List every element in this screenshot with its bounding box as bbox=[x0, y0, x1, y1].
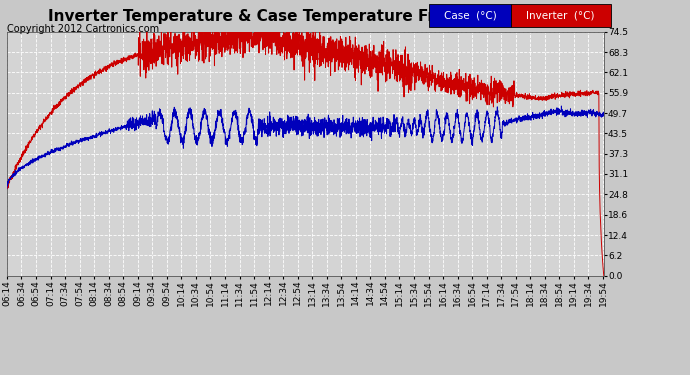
Text: Inverter  (°C): Inverter (°C) bbox=[526, 10, 595, 20]
Text: Case  (°C): Case (°C) bbox=[444, 10, 496, 20]
Text: Inverter Temperature & Case Temperature Fri Aug 10 20:02: Inverter Temperature & Case Temperature … bbox=[48, 9, 559, 24]
Text: Copyright 2012 Cartronics.com: Copyright 2012 Cartronics.com bbox=[7, 24, 159, 34]
